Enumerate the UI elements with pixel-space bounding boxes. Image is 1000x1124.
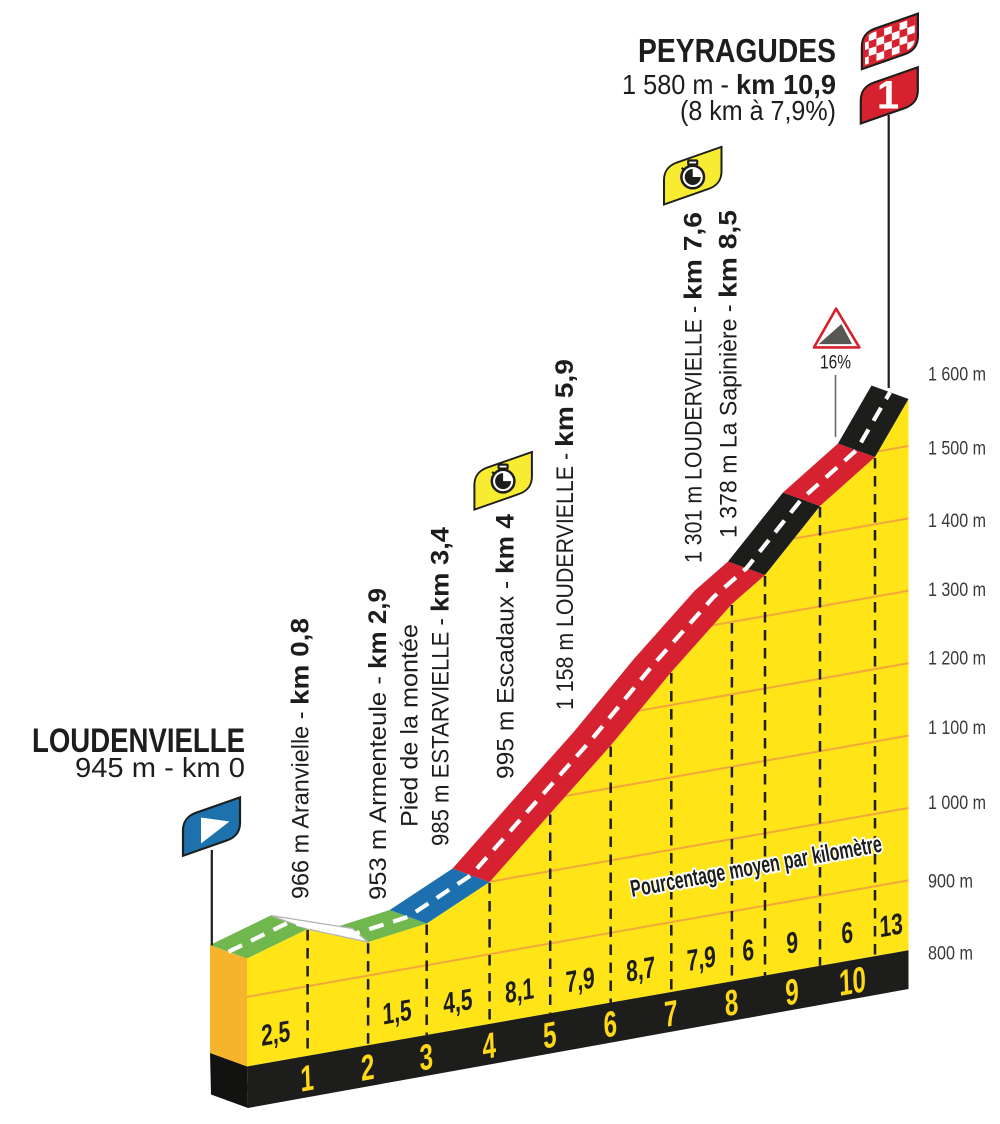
- svg-text:1 100 m: 1 100 m: [928, 717, 986, 739]
- svg-text:13: 13: [879, 908, 903, 944]
- svg-text:966 m Aranvielle - km 0,8: 966 m Aranvielle - km 0,8: [287, 618, 315, 899]
- svg-text:6: 6: [603, 1003, 618, 1046]
- svg-text:1 378 m La Sapinière - km 8,5: 1 378 m La Sapinière - km 8,5: [715, 210, 743, 538]
- svg-text:7: 7: [663, 992, 678, 1035]
- svg-text:945 m - km 0: 945 m - km 0: [75, 752, 245, 783]
- svg-text:8,7: 8,7: [626, 951, 656, 988]
- svg-text:LOUDENVIELLE: LOUDENVIELLE: [32, 722, 245, 760]
- svg-text:1 200 m: 1 200 m: [928, 648, 986, 670]
- svg-text:9: 9: [785, 970, 800, 1013]
- svg-text:1 500 m: 1 500 m: [928, 438, 986, 460]
- svg-text:5: 5: [542, 1013, 557, 1056]
- svg-text:7,9: 7,9: [686, 941, 716, 978]
- svg-text:1 580 m - km 10,9: 1 580 m - km 10,9: [622, 69, 836, 100]
- svg-text:2: 2: [360, 1046, 375, 1089]
- svg-text:900 m: 900 m: [928, 870, 973, 892]
- svg-text:6: 6: [742, 934, 755, 968]
- svg-text:(8 km à 7,9%): (8 km à 7,9%): [680, 95, 836, 126]
- svg-text:995 m Escadaux - km 4: 995 m Escadaux - km 4: [491, 514, 519, 779]
- svg-text:16%: 16%: [820, 353, 851, 374]
- svg-text:1 000 m: 1 000 m: [928, 792, 986, 814]
- svg-text:1 301 m LOUDERVIELLE - km 7,6: 1 301 m LOUDERVIELLE - km 7,6: [679, 212, 707, 563]
- svg-text:2,5: 2,5: [261, 1016, 291, 1053]
- svg-text:1: 1: [300, 1057, 315, 1100]
- svg-text:1 158 m LOUDERVIELLE - km 5,9: 1 158 m LOUDERVIELLE - km 5,9: [551, 359, 579, 710]
- svg-text:953 m Armenteule - km 2,9: 953 m Armenteule - km 2,9: [364, 588, 392, 900]
- svg-text:1 300 m: 1 300 m: [928, 579, 986, 601]
- svg-text:1: 1: [877, 74, 899, 118]
- svg-text:985 m ESTARVIELLE - km 3,4: 985 m ESTARVIELLE - km 3,4: [427, 527, 455, 846]
- svg-text:8: 8: [724, 981, 739, 1024]
- svg-text:800 m: 800 m: [928, 943, 973, 965]
- svg-text:1 600 m: 1 600 m: [928, 364, 986, 386]
- svg-text:PEYRAGUDES: PEYRAGUDES: [638, 32, 836, 69]
- svg-text:3: 3: [419, 1035, 434, 1078]
- svg-text:Pied de la montée: Pied de la montée: [396, 624, 423, 827]
- svg-text:6: 6: [841, 917, 854, 951]
- svg-text:7,9: 7,9: [565, 962, 595, 999]
- svg-text:9: 9: [786, 926, 799, 960]
- svg-text:8,1: 8,1: [504, 973, 534, 1010]
- svg-text:4,5: 4,5: [443, 984, 473, 1021]
- svg-text:10: 10: [838, 958, 866, 1004]
- svg-text:4: 4: [482, 1024, 497, 1068]
- svg-text:1 400 m: 1 400 m: [928, 510, 986, 532]
- svg-text:1,5: 1,5: [382, 994, 412, 1031]
